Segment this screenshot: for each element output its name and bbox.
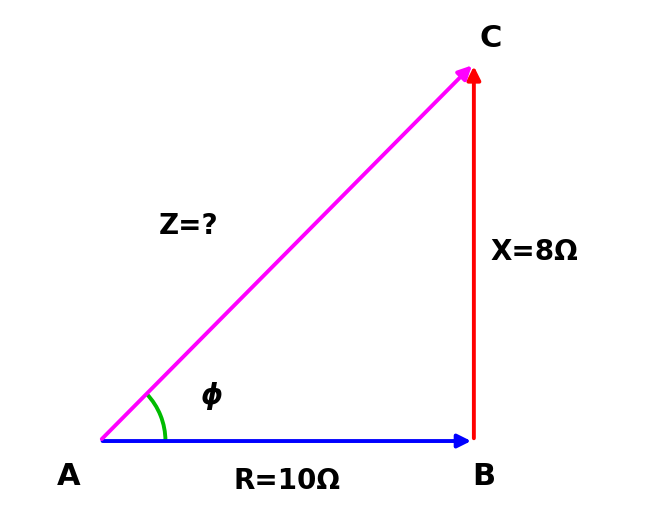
Text: X=8Ω: X=8Ω xyxy=(490,238,578,266)
Text: Z=?: Z=? xyxy=(159,212,218,240)
Text: A: A xyxy=(57,462,80,491)
Text: ϕ: ϕ xyxy=(200,382,222,410)
Text: B: B xyxy=(472,462,496,491)
Text: R=10Ω: R=10Ω xyxy=(233,467,340,495)
Text: C: C xyxy=(480,24,502,53)
